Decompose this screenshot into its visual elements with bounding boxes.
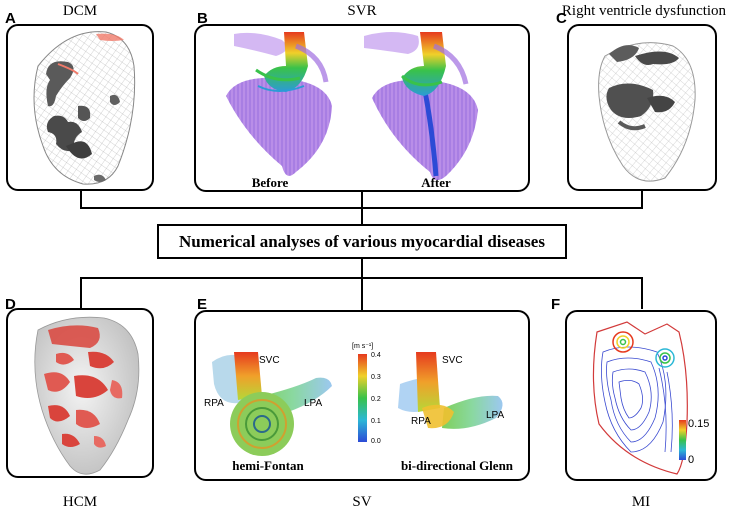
rv-dysfunction-illustration (598, 42, 696, 182)
mi-lv-outline (592, 321, 688, 475)
glenn-caption: bi-directional Glenn (400, 458, 514, 473)
sv-colorbar-unit: [m s⁻¹] (352, 343, 374, 350)
hemi-fontan-caption: hemi-Fontan (232, 458, 304, 473)
panel-d-letter: D (5, 296, 16, 313)
hf-lpa-label: LPA (304, 398, 323, 409)
connector-bottom-center (361, 258, 363, 278)
connector-top-center (361, 192, 363, 225)
mi-colorbar-min: 0 (688, 454, 695, 466)
panel-c (567, 24, 717, 191)
panel-f-letter: F (551, 296, 561, 313)
panel-e: SVC RPA LPA SVC RPA LPA [m s⁻¹] 0.4 0.3 … (194, 310, 530, 481)
mi-streamline-illustration (592, 321, 688, 475)
panel-a-letter: A (5, 10, 16, 27)
panel-b-title: SVR (347, 3, 377, 19)
rv-mesh (598, 42, 696, 182)
svr-after-label: After (421, 175, 451, 190)
connector-bottom-right (641, 277, 643, 309)
connector-bottom-mid (361, 277, 363, 311)
panel-e-title: SV (352, 494, 372, 510)
connector-top-right (641, 190, 643, 209)
bg-svc-label: SVC (442, 355, 463, 366)
center-title: Numerical analyses of various myocardial… (179, 232, 545, 251)
panel-d (6, 308, 154, 478)
bg-lpa-label: LPA (486, 410, 505, 421)
sv-colorbar-tick: 0.3 (371, 374, 381, 381)
hf-rpa-label: RPA (204, 398, 224, 409)
mi-colorbar-max: 0.15 (688, 418, 710, 430)
panel-f-title: MI (631, 494, 651, 510)
sv-colorbar-tick: 0.1 (371, 418, 381, 425)
hemi-fontan-vortex (230, 392, 294, 456)
sv-flow-illustration (212, 352, 503, 456)
sv-colorbar-tick: 0.2 (371, 396, 381, 403)
panel-a-title: DCM (62, 3, 98, 19)
svr-before-label: Before (251, 175, 289, 190)
dcm-heart-illustration (33, 31, 136, 185)
mi-vortex-right (655, 348, 675, 368)
connector-top-left (80, 190, 82, 209)
sv-colorbar-tick: 0.4 (371, 352, 381, 359)
panel-a (6, 24, 154, 191)
connector-bottom-left (80, 277, 82, 309)
hf-svc-label: SVC (259, 355, 280, 366)
panel-e-letter: E (197, 296, 208, 313)
panel-c-letter: C (556, 10, 567, 27)
panel-d-title: HCM (62, 494, 98, 510)
center-title-box: Numerical analyses of various myocardial… (157, 224, 567, 259)
bg-rpa-label: RPA (411, 416, 431, 427)
hcm-heart-illustration (34, 316, 140, 475)
panel-f: 0.15 0 (565, 310, 717, 481)
svr-flow-illustration (226, 32, 478, 181)
sv-colorbar (358, 354, 367, 442)
sv-colorbar-tick: 0.0 (371, 438, 381, 445)
panel-b-letter: B (197, 10, 208, 27)
mi-vortex-left (612, 331, 634, 353)
panel-b: Before After (194, 24, 530, 192)
mi-colorbar (679, 420, 686, 460)
panel-c-title: Right ventricle dysfunction (561, 3, 727, 19)
